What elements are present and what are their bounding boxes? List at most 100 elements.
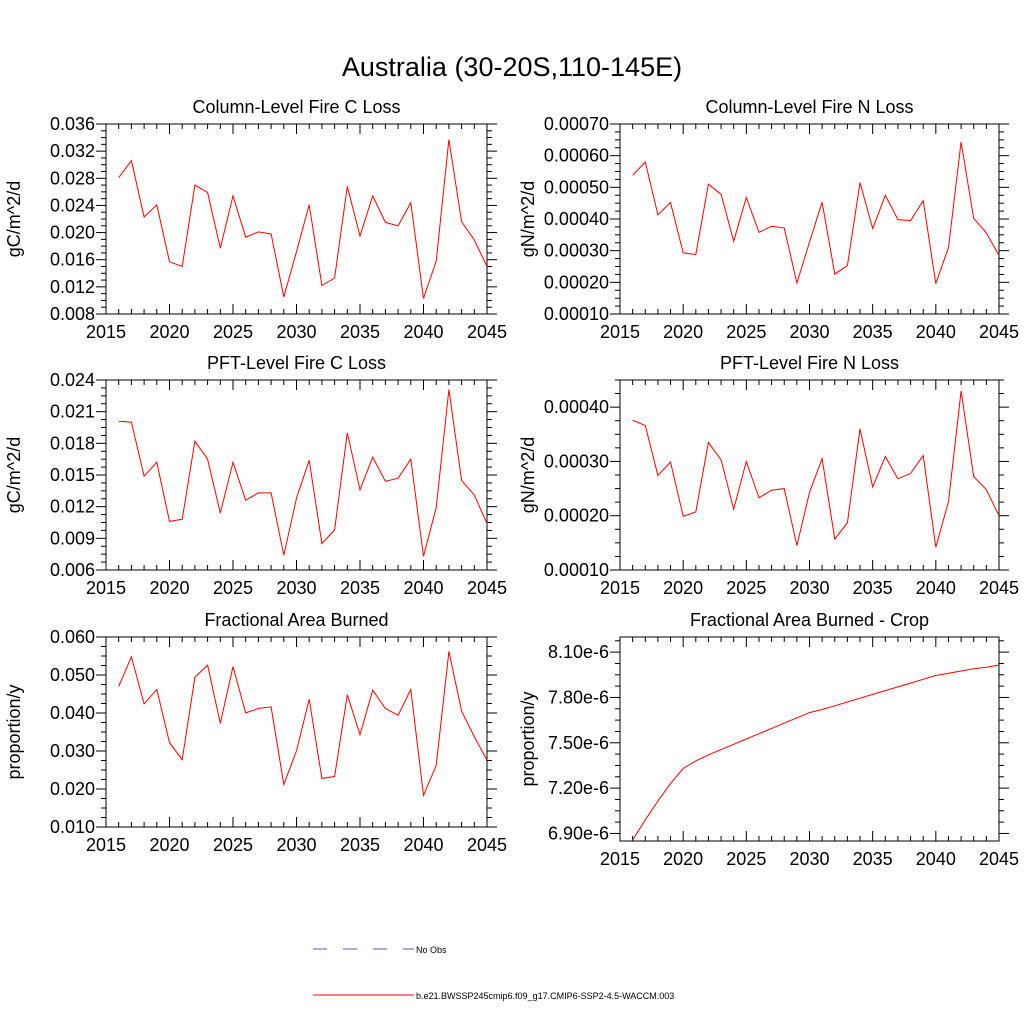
plot-frame xyxy=(105,379,488,571)
x-tick-label: 2035 xyxy=(853,578,893,598)
x-tick-label: 2015 xyxy=(600,849,640,869)
x-tick-label: 2025 xyxy=(726,849,766,869)
y-axis-label: gC/m^2/d xyxy=(4,181,24,257)
x-tick-label: 2030 xyxy=(276,578,316,598)
x-tick-label: 2035 xyxy=(340,322,380,342)
y-tick-label: 0.016 xyxy=(50,250,95,270)
y-tick-label: 0.036 xyxy=(50,114,95,134)
y-tick-label: 0.024 xyxy=(50,195,95,215)
x-tick-label: 2020 xyxy=(663,849,703,869)
y-tick-label: 0.00020 xyxy=(544,506,609,526)
y-tick-label: 0.020 xyxy=(50,779,95,799)
series-line xyxy=(632,390,1000,548)
panels: Column-Level Fire C Loss gC/m^2/d 2015 2020… xyxy=(4,97,1019,869)
x-tick-label: 2045 xyxy=(979,849,1019,869)
y-tick-label: 0.024 xyxy=(50,370,95,390)
x-tick-label: 2035 xyxy=(340,835,380,855)
y-axis-label: gC/m^2/d xyxy=(4,437,24,513)
y-tick-label: 0.00070 xyxy=(544,114,609,134)
y-tick-label: 0.009 xyxy=(50,528,95,548)
x-tick-label: 2015 xyxy=(86,835,126,855)
panel-title: Column-Level Fire N Loss xyxy=(705,97,913,117)
x-tick-label: 2030 xyxy=(276,835,316,855)
y-tick-label: 0.060 xyxy=(50,627,95,647)
y-tick-label: 0.012 xyxy=(50,497,95,517)
panel-6: Fractional Area Burned - Crop proportion/… xyxy=(518,610,1019,869)
x-tick-label: 2020 xyxy=(149,322,189,342)
x-tick-label: 2045 xyxy=(979,322,1019,342)
series-line xyxy=(118,389,488,557)
x-tick-label: 2025 xyxy=(213,578,253,598)
plot-frame xyxy=(619,379,1000,571)
y-axis-label: proportion/y xyxy=(518,691,538,786)
x-tick-label: 2040 xyxy=(916,322,956,342)
y-tick-label: 0.028 xyxy=(50,168,95,188)
y-tick-label: 7.80e-6 xyxy=(548,687,609,707)
panel-title: PFT-Level Fire N Loss xyxy=(720,353,899,373)
x-tick-label: 2040 xyxy=(403,578,443,598)
y-tick-label: 0.021 xyxy=(50,402,95,422)
x-tick-label: 2035 xyxy=(340,578,380,598)
x-tick-label: 2040 xyxy=(403,322,443,342)
y-axis-label: gN/m^2/d xyxy=(518,437,538,513)
y-tick-label: 0.032 xyxy=(50,141,95,161)
y-tick-label: 0.020 xyxy=(50,223,95,243)
y-tick-label: 0.00020 xyxy=(544,272,609,292)
panel-5: Fractional Area Burned proportion/y 2015 20… xyxy=(4,610,507,855)
x-tick-label: 2040 xyxy=(916,849,956,869)
y-tick-label: 0.012 xyxy=(50,277,95,297)
y-tick-label: 0.040 xyxy=(50,703,95,723)
x-tick-label: 2025 xyxy=(726,322,766,342)
x-tick-label: 2020 xyxy=(663,322,703,342)
x-tick-label: 2040 xyxy=(403,835,443,855)
x-tick-label: 2045 xyxy=(979,578,1019,598)
x-tick-label: 2025 xyxy=(726,578,766,598)
y-tick-label: 0.00030 xyxy=(544,451,609,471)
y-axis-label: proportion/y xyxy=(4,684,24,779)
x-tick-label: 2045 xyxy=(467,322,507,342)
x-tick-label: 2015 xyxy=(600,322,640,342)
y-tick-label: 0.00040 xyxy=(544,397,609,417)
plot-frame xyxy=(105,636,488,828)
plot-frame xyxy=(619,636,1000,842)
y-tick-label: 0.00050 xyxy=(544,177,609,197)
y-tick-label: 0.050 xyxy=(50,665,95,685)
x-tick-label: 2045 xyxy=(467,578,507,598)
y-tick-label: 0.00060 xyxy=(544,146,609,166)
figure-title: Australia (30-20S,110-145E) xyxy=(342,52,682,82)
y-tick-label: 8.10e-6 xyxy=(548,642,609,662)
panel-title: PFT-Level Fire C Loss xyxy=(207,353,386,373)
x-tick-label: 2040 xyxy=(916,578,956,598)
panel-title: Column-Level Fire C Loss xyxy=(192,97,400,117)
x-tick-label: 2030 xyxy=(789,322,829,342)
y-tick-label: 0.00030 xyxy=(544,241,609,261)
panel-title: Fractional Area Burned xyxy=(204,610,388,630)
y-tick-label: 0.00040 xyxy=(544,209,609,229)
legend-label-no-obs: No Obs xyxy=(416,945,447,955)
x-tick-label: 2030 xyxy=(789,578,829,598)
y-axis-label: gN/m^2/d xyxy=(518,181,538,257)
y-tick-label: 0.006 xyxy=(50,560,95,580)
x-tick-label: 2025 xyxy=(213,322,253,342)
y-tick-label: 6.90e-6 xyxy=(548,823,609,843)
x-tick-label: 2020 xyxy=(149,578,189,598)
y-tick-label: 0.030 xyxy=(50,741,95,761)
y-tick-label: 7.50e-6 xyxy=(548,733,609,753)
y-tick-label: 0.010 xyxy=(50,817,95,837)
x-tick-label: 2015 xyxy=(600,578,640,598)
x-tick-label: 2025 xyxy=(213,835,253,855)
plot-frame xyxy=(619,123,1000,315)
legend: No Obs b.e21.BWSSP245cmip6.f09_g17.CMIP6… xyxy=(313,945,674,1001)
x-tick-label: 2045 xyxy=(467,835,507,855)
series-line xyxy=(632,141,1000,285)
y-tick-label: 0.008 xyxy=(50,304,95,324)
x-tick-label: 2030 xyxy=(276,322,316,342)
series-line xyxy=(118,651,488,798)
x-tick-label: 2035 xyxy=(853,322,893,342)
x-tick-label: 2020 xyxy=(149,835,189,855)
legend-label-model: b.e21.BWSSP245cmip6.f09_g17.CMIP6-SSP2-4… xyxy=(416,991,674,1001)
series-line xyxy=(632,664,1000,841)
y-tick-label: 0.018 xyxy=(50,433,95,453)
panel-title: Fractional Area Burned - Crop xyxy=(690,610,929,630)
